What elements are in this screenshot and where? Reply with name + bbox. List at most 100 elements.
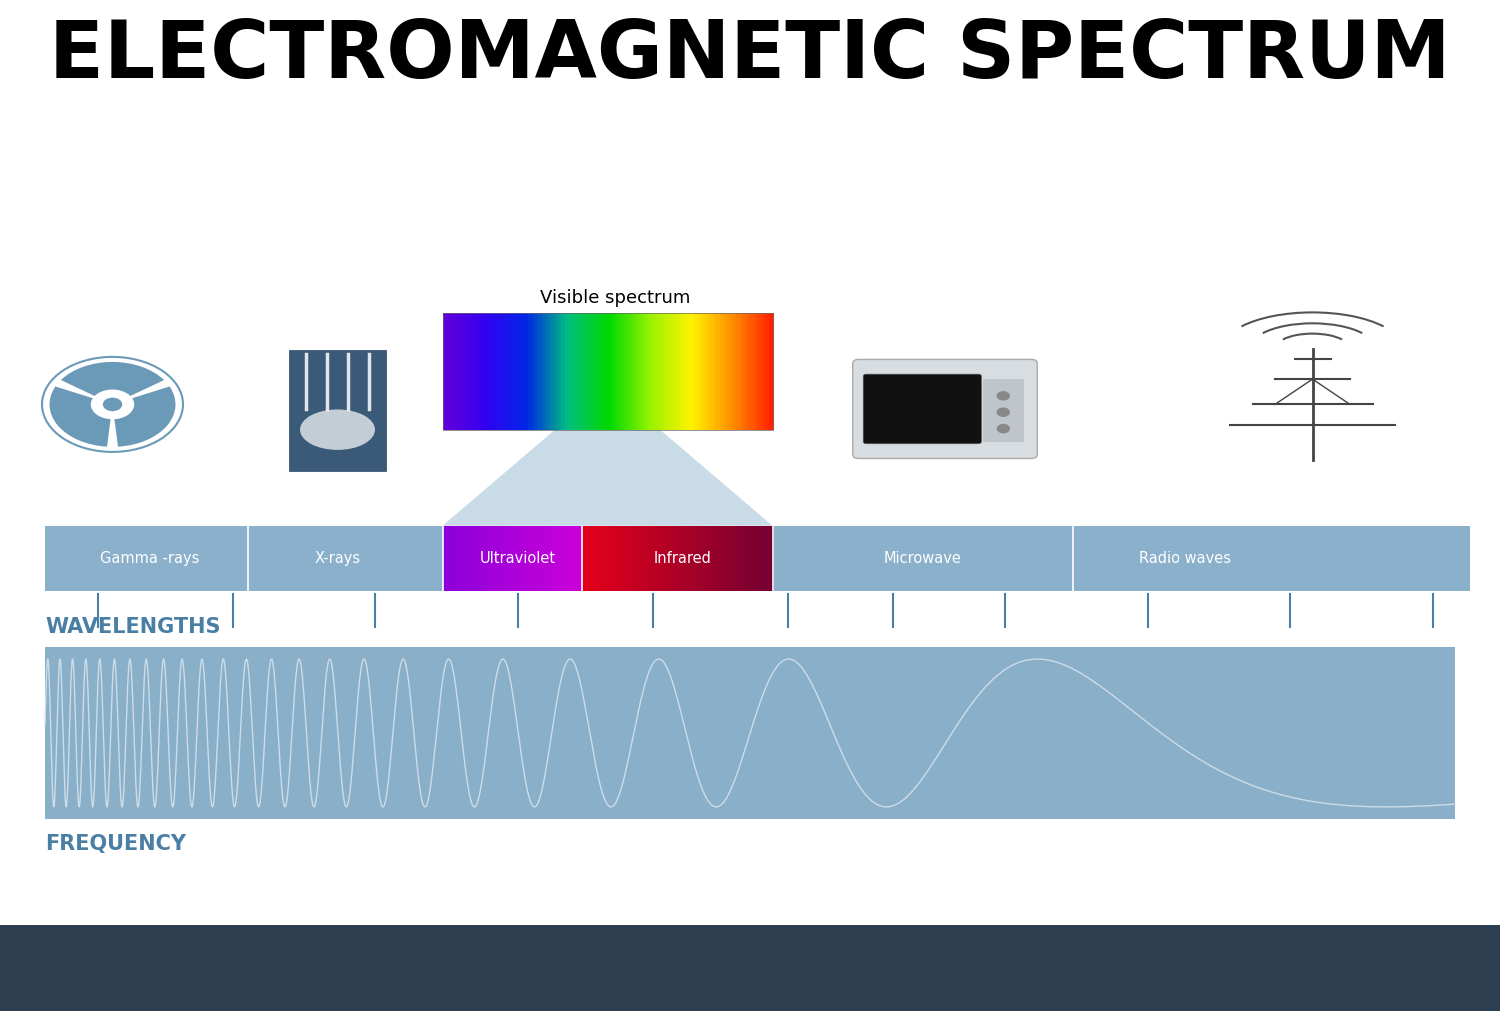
Bar	[651, 313, 656, 430]
Bar	[568, 313, 573, 430]
Bar	[594, 313, 598, 430]
Bar	[656, 526, 660, 591]
Bar	[740, 526, 742, 591]
Bar	[543, 526, 546, 591]
Bar	[489, 526, 494, 591]
Bar	[642, 526, 645, 591]
Bar	[512, 313, 516, 430]
Bar	[579, 526, 584, 591]
Bar	[552, 313, 556, 430]
Bar	[506, 526, 509, 591]
Bar	[741, 526, 746, 591]
Bar	[496, 526, 500, 591]
Ellipse shape	[300, 409, 375, 450]
Bar	[746, 313, 752, 430]
Bar	[459, 526, 462, 591]
Bar	[597, 313, 603, 430]
Bar	[482, 526, 486, 591]
Bar	[501, 526, 504, 591]
Bar	[706, 526, 710, 591]
Bar	[486, 313, 490, 430]
Bar	[464, 526, 468, 591]
Bar	[564, 526, 567, 591]
Bar	[644, 526, 648, 591]
Bar	[477, 526, 482, 591]
Bar	[492, 313, 496, 430]
Bar	[663, 313, 669, 430]
Bar	[470, 313, 474, 430]
Bar	[519, 313, 524, 430]
Bar	[509, 313, 513, 430]
Bar	[514, 526, 519, 591]
Bar	[723, 526, 726, 591]
Bar	[526, 526, 530, 591]
Bar	[663, 526, 668, 591]
Circle shape	[92, 390, 134, 419]
Text: $10^{2}$: $10^{2}$	[996, 667, 1029, 687]
Bar	[454, 526, 458, 591]
Bar	[696, 526, 700, 591]
Bar	[442, 526, 447, 591]
Bar	[618, 526, 621, 591]
Bar	[0, 925, 1500, 1011]
Bar	[531, 313, 537, 430]
Bar	[503, 526, 507, 591]
Bar	[654, 526, 657, 591]
Bar	[456, 526, 460, 591]
FancyBboxPatch shape	[864, 374, 981, 444]
Bar	[544, 313, 549, 430]
Bar	[668, 526, 672, 591]
Circle shape	[998, 425, 1010, 433]
Bar	[752, 526, 754, 591]
Bar	[460, 526, 465, 591]
Bar	[710, 313, 714, 430]
Bar	[542, 313, 546, 430]
Bar	[465, 526, 470, 591]
Bar	[507, 526, 512, 591]
Circle shape	[998, 408, 1010, 417]
Bar	[632, 526, 636, 591]
Bar	[472, 313, 477, 430]
Bar	[503, 313, 507, 430]
Bar	[578, 526, 580, 591]
Bar	[598, 526, 603, 591]
Bar	[538, 526, 542, 591]
Bar	[734, 313, 738, 430]
Bar	[634, 526, 639, 591]
Bar	[590, 526, 592, 591]
Bar	[704, 313, 708, 430]
Bar	[700, 313, 705, 430]
Bar	[510, 526, 513, 591]
Bar	[759, 313, 764, 430]
Circle shape	[998, 392, 1010, 400]
Bar	[519, 526, 524, 591]
Bar	[514, 313, 520, 430]
Bar	[561, 526, 566, 591]
Bar	[484, 526, 488, 591]
Bar	[638, 313, 642, 430]
Bar	[536, 313, 540, 430]
Bar	[594, 526, 598, 591]
Bar	[574, 526, 579, 591]
Text: X-rays: X-rays	[315, 551, 360, 566]
Bar	[648, 526, 652, 591]
Bar	[762, 313, 768, 430]
Bar	[756, 526, 759, 591]
Bar	[588, 313, 592, 430]
Bar	[684, 313, 688, 430]
Text: $10^{-10}$: $10^{-10}$	[207, 667, 258, 687]
Bar	[603, 526, 608, 591]
Wedge shape	[62, 362, 164, 396]
Bar	[446, 313, 450, 430]
Bar	[657, 313, 662, 430]
Bar	[568, 526, 572, 591]
Bar	[716, 526, 718, 591]
Bar	[597, 526, 600, 591]
Bar	[634, 313, 639, 430]
Bar	[518, 526, 520, 591]
Bar	[620, 526, 624, 591]
Bar	[680, 526, 684, 591]
Bar	[604, 313, 609, 430]
Bar	[699, 526, 702, 591]
Bar	[658, 526, 662, 591]
